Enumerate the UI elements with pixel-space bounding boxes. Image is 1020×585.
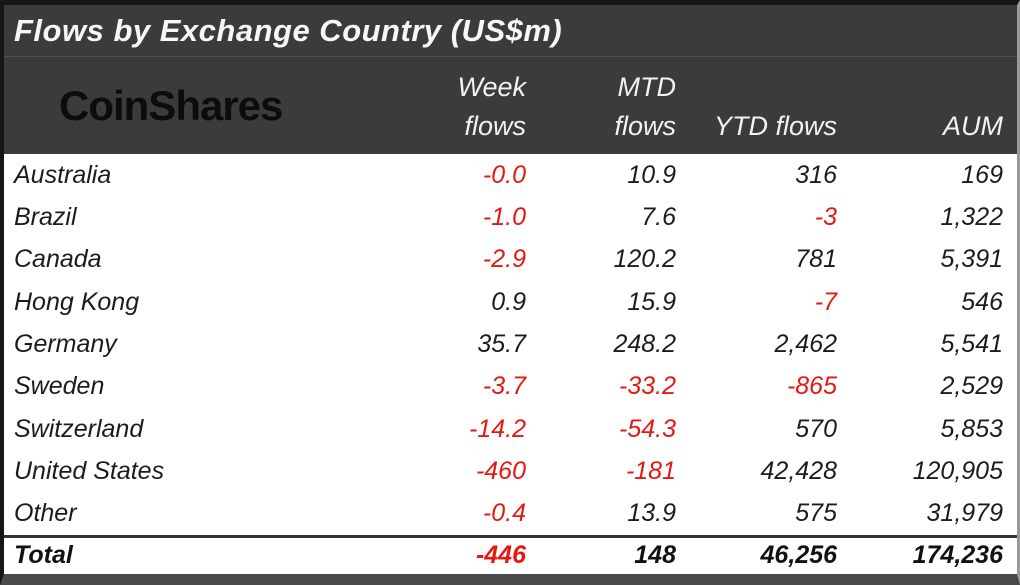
column-header-week-line2: flows xyxy=(464,110,526,141)
table-row: Hong Kong 0.9 15.9 -7 546 xyxy=(4,281,1017,323)
coinshares-logo: CoinShares xyxy=(59,81,283,129)
cell-mtd-flows: 10.9 xyxy=(627,160,676,189)
cell-country: Hong Kong xyxy=(14,287,140,316)
cell-ytd-flows: 781 xyxy=(795,245,837,274)
cell-ytd-flows: 2,462 xyxy=(774,329,837,358)
table-row: Brazil -1.0 7.6 -3 1,322 xyxy=(4,196,1017,238)
cell-week-flows: -0.4 xyxy=(482,499,526,528)
cell-ytd-flows: -865 xyxy=(786,372,837,401)
table-row: Australia -0.0 10.9 316 169 xyxy=(4,154,1017,196)
column-header-ytd-label: YTD flows xyxy=(713,110,837,141)
cell-country: United States xyxy=(14,456,165,485)
cell-week-flows: -0.0 xyxy=(482,160,526,189)
cell-mtd-flows: 248.2 xyxy=(613,329,676,358)
total-week-flows: -446 xyxy=(475,541,526,570)
column-header-mtd-line1: MTD xyxy=(617,71,676,102)
cell-mtd-flows: -54.3 xyxy=(619,414,676,443)
cell-aum: 1,322 xyxy=(940,202,1003,231)
cell-aum: 2,529 xyxy=(940,372,1003,401)
cell-aum: 169 xyxy=(961,160,1003,189)
table-row: Sweden -3.7 -33.2 -865 2,529 xyxy=(4,366,1017,408)
cell-country: Sweden xyxy=(14,372,105,401)
cell-week-flows: -1.0 xyxy=(482,202,526,231)
cell-ytd-flows: 316 xyxy=(795,160,837,189)
cell-aum: 120,905 xyxy=(912,456,1003,485)
total-mtd-flows: 148 xyxy=(634,541,676,570)
cell-country: Brazil xyxy=(14,202,77,231)
cell-country: Australia xyxy=(14,160,112,189)
column-header-aum: AUM xyxy=(837,57,1003,154)
cell-mtd-flows: 13.9 xyxy=(627,499,676,528)
cell-country: Germany xyxy=(14,329,117,358)
column-header-week-flows: Week flows xyxy=(376,57,526,154)
total-label: Total xyxy=(14,541,73,570)
cell-week-flows: 0.9 xyxy=(491,287,526,316)
cell-ytd-flows: -7 xyxy=(814,287,837,316)
cell-aum: 5,853 xyxy=(940,414,1003,443)
cell-ytd-flows: 42,428 xyxy=(760,456,837,485)
cell-mtd-flows: -33.2 xyxy=(619,372,676,401)
total-ytd-flows: 46,256 xyxy=(760,541,837,570)
table-row: United States -460 -181 42,428 120,905 xyxy=(4,450,1017,492)
cell-ytd-flows: 570 xyxy=(795,414,837,443)
cell-week-flows: -460 xyxy=(475,456,526,485)
total-aum: 174,236 xyxy=(912,541,1003,570)
cell-mtd-flows: -181 xyxy=(625,456,676,485)
table-row: Other -0.4 13.9 575 31,979 xyxy=(4,493,1017,535)
cell-country: Other xyxy=(14,499,77,528)
table-row: Germany 35.7 248.2 2,462 5,541 xyxy=(4,323,1017,365)
cell-mtd-flows: 120.2 xyxy=(613,245,676,274)
column-header-mtd-flows: MTD flows xyxy=(526,57,676,154)
cell-aum: 5,541 xyxy=(940,329,1003,358)
table-header: Flows by Exchange Country (US$m) CoinSha… xyxy=(4,5,1017,154)
table-row: Switzerland -14.2 -54.3 570 5,853 xyxy=(4,408,1017,450)
cell-aum: 31,979 xyxy=(926,499,1003,528)
cell-mtd-flows: 7.6 xyxy=(641,202,676,231)
column-header-row: CoinShares Week flows MTD flows YTD flow… xyxy=(4,57,1017,154)
cell-ytd-flows: -3 xyxy=(814,202,837,231)
cell-aum: 5,391 xyxy=(940,245,1003,274)
table-body: Australia -0.0 10.9 316 169 Brazil -1.0 … xyxy=(4,154,1017,574)
cell-country: Switzerland xyxy=(14,414,144,443)
column-header-week-line1: Week xyxy=(457,71,526,102)
column-header-ytd-flows: YTD flows xyxy=(676,57,837,154)
cell-week-flows: -2.9 xyxy=(482,245,526,274)
table-row: Canada -2.9 120.2 781 5,391 xyxy=(4,239,1017,281)
cell-week-flows: -3.7 xyxy=(482,372,526,401)
cell-aum: 546 xyxy=(961,287,1003,316)
column-header-aum-label: AUM xyxy=(943,110,1003,141)
total-row: Total -446 148 46,256 174,236 xyxy=(4,534,1017,574)
page-title: Flows by Exchange Country (US$m) xyxy=(4,5,1017,57)
logo-cell: CoinShares xyxy=(14,57,376,154)
cell-week-flows: 35.7 xyxy=(477,329,526,358)
cell-mtd-flows: 15.9 xyxy=(627,287,676,316)
cell-country: Canada xyxy=(14,245,102,274)
cell-ytd-flows: 575 xyxy=(795,499,837,528)
column-header-mtd-line2: flows xyxy=(614,110,676,141)
cell-week-flows: -14.2 xyxy=(469,414,526,443)
